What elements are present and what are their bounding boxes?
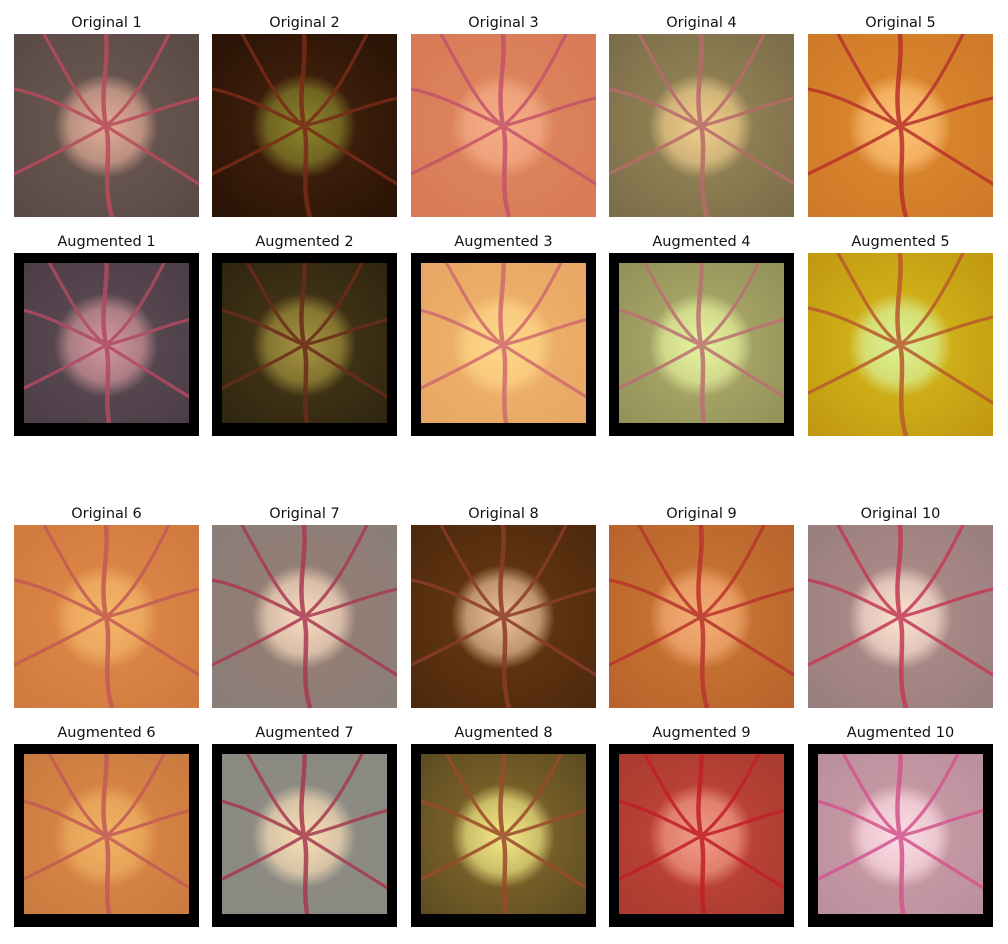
- panel-title: Original 3: [468, 15, 539, 31]
- panel-title: Augmented 10: [846, 725, 955, 741]
- fundus-image: [212, 744, 397, 927]
- panel-title: Original 1: [71, 15, 142, 31]
- panel-title: Original 2: [269, 15, 340, 31]
- panel-title: Original 5: [865, 15, 936, 31]
- panel-title: Original 4: [666, 15, 737, 31]
- fundus-image: [14, 34, 199, 217]
- panel-title: Original 6: [71, 506, 142, 522]
- fundus-image: [411, 744, 596, 927]
- fundus-image: [609, 525, 794, 708]
- fundus-image: [212, 525, 397, 708]
- fundus-image: [808, 253, 993, 436]
- fundus-image: [411, 525, 596, 708]
- panel-title: Augmented 6: [57, 725, 156, 741]
- panel-title: Original 7: [269, 506, 340, 522]
- fundus-image: [808, 744, 993, 927]
- fundus-image: [808, 525, 993, 708]
- fundus-image: [609, 34, 794, 217]
- fundus-image: [212, 34, 397, 217]
- panel-title: Augmented 7: [255, 725, 354, 741]
- fundus-image: [14, 525, 199, 708]
- fundus-image: [411, 34, 596, 217]
- fundus-image: [14, 253, 199, 436]
- fundus-image: [609, 253, 794, 436]
- panel-title: Augmented 9: [652, 725, 751, 741]
- panel-title: Original 9: [666, 506, 737, 522]
- panel-title: Augmented 2: [255, 234, 354, 250]
- panel-title: Augmented 8: [454, 725, 553, 741]
- fundus-image: [609, 744, 794, 927]
- fundus-image: [411, 253, 596, 436]
- panel-title: Augmented 1: [57, 234, 156, 250]
- panel-title: Augmented 5: [851, 234, 950, 250]
- fundus-image: [212, 253, 397, 436]
- panel-title: Augmented 3: [454, 234, 553, 250]
- fundus-image: [14, 744, 199, 927]
- panel-title: Augmented 4: [652, 234, 751, 250]
- panel-title: Original 10: [860, 506, 941, 522]
- fundus-image: [808, 34, 993, 217]
- panel-title: Original 8: [468, 506, 539, 522]
